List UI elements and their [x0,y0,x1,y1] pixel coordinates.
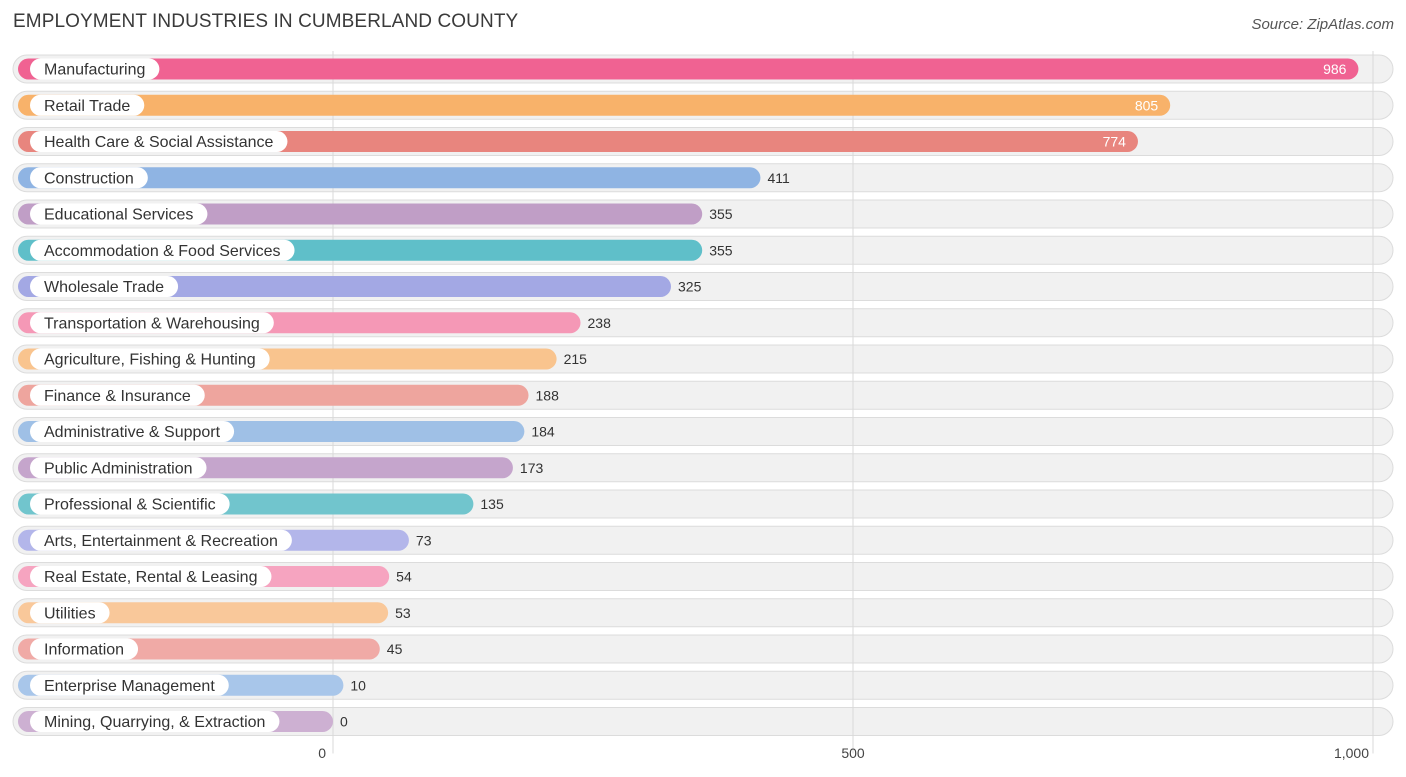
bars: Manufacturing 986 Retail Trade 805 Health Ca… [18,58,1359,732]
bar-group: Information 45 [18,638,403,660]
bar-label-pill [30,457,207,479]
bar-label: Utilities [44,605,96,622]
bar [18,167,761,189]
bar-label-pill [30,239,295,261]
bar-label-pill [30,384,205,406]
bar-label-pill [30,493,230,515]
bar-label-pill [30,529,292,551]
data-label: 355 [709,242,733,258]
bar-group: Professional & Scientific 135 [18,493,504,515]
bar-group: Retail Trade 805 [18,94,1171,116]
data-label: 10 [350,677,366,693]
bar-label-pill [30,674,229,696]
bar-label-pill [30,276,179,297]
bar [18,131,1138,152]
bar-label-pill [30,94,145,116]
bar-label: Enterprise Management [44,678,215,695]
x-tick-label: 1,000 [1334,745,1369,761]
bar-group: Administrative & Support 184 [18,421,555,442]
bar-label: Arts, Entertainment & Recreation [44,533,278,550]
bar-label-pill [30,348,270,370]
bar-group: Wholesale Trade 325 [18,276,702,297]
x-tick-label: 500 [841,745,865,761]
data-label: 325 [678,279,702,295]
data-label: 45 [387,641,403,657]
data-label: 215 [564,351,588,367]
bar-label: Manufacturing [44,62,145,79]
bar [18,58,1359,80]
x-axis-ticks: 0 500 1,000 [318,745,1369,761]
bar-label: Mining, Quarrying, & Extraction [44,714,265,731]
bar-label: Accommodation & Food Services [44,243,281,260]
data-label: 411 [767,170,790,186]
chart-source: Source: ZipAtlas.com [1251,16,1394,33]
bar-label: Health Care & Social Assistance [44,134,274,151]
data-label: 54 [396,569,412,585]
bar-group: Public Administration 173 [18,457,544,479]
bar-label: Educational Services [44,207,193,224]
bar-label: Administrative & Support [44,424,221,441]
x-tick-label: 0 [318,745,326,761]
bar-group: Manufacturing 986 [18,58,1359,80]
data-label: 184 [531,424,555,440]
bar-label: Wholesale Trade [44,279,164,296]
bar [18,602,389,624]
bar-group: Health Care & Social Assistance 774 [18,131,1138,152]
bar-label: Finance & Insurance [44,388,191,405]
bar-label: Real Estate, Rental & Leasing [44,569,257,586]
bar-label-pill [30,131,288,152]
bar-label-pill [30,602,110,624]
bar-label: Retail Trade [44,98,130,115]
bar-label-pill [30,566,272,587]
row-background [12,670,1394,700]
bar-group: Enterprise Management 10 [18,674,366,696]
bar-label-pill [30,711,280,732]
bar-label: Professional & Scientific [44,497,216,514]
bar-group: Transportation & Warehousing 238 [18,312,612,334]
data-label: 135 [480,496,504,512]
bar-label-pill [30,167,148,189]
bar-label: Information [44,642,124,659]
bar-label-pill [30,312,274,334]
bar-group: Agriculture, Fishing & Hunting 215 [18,348,588,370]
data-label: 774 [1103,134,1127,150]
bar-label: Agriculture, Fishing & Hunting [44,352,256,369]
data-label: 53 [395,605,411,621]
data-label: 188 [536,387,560,403]
bar-label-pill [30,58,160,80]
chart-title: EMPLOYMENT INDUSTRIES IN CUMBERLAND COUN… [13,11,519,32]
row-background [12,707,1394,736]
data-label: 355 [709,206,733,222]
bar-group: Utilities 53 [18,602,411,624]
data-label: 986 [1323,61,1347,77]
bar-group: Arts, Entertainment & Recreation 73 [18,529,432,551]
data-label: 173 [520,460,544,476]
bar-label-pill [30,203,208,225]
bar-label-pill [30,421,235,442]
bar [18,276,671,297]
bar-label: Public Administration [44,460,193,477]
data-label: 238 [588,315,612,331]
bar-group: Construction 411 [18,167,790,189]
bar-group: Educational Services 355 [18,203,733,225]
bar [18,94,1171,116]
bar-label: Transportation & Warehousing [44,315,260,332]
bar-group: Finance & Insurance 188 [18,384,560,406]
bar-label: Construction [44,170,134,187]
data-label: 0 [340,714,348,730]
bar-group: Accommodation & Food Services 355 [18,239,733,261]
data-label: 73 [416,532,432,548]
bar-group: Mining, Quarrying, & Extraction 0 [18,711,348,732]
data-label: 805 [1135,97,1159,113]
bar-label-pill [30,638,139,660]
bar-group: Real Estate, Rental & Leasing 54 [18,566,412,587]
